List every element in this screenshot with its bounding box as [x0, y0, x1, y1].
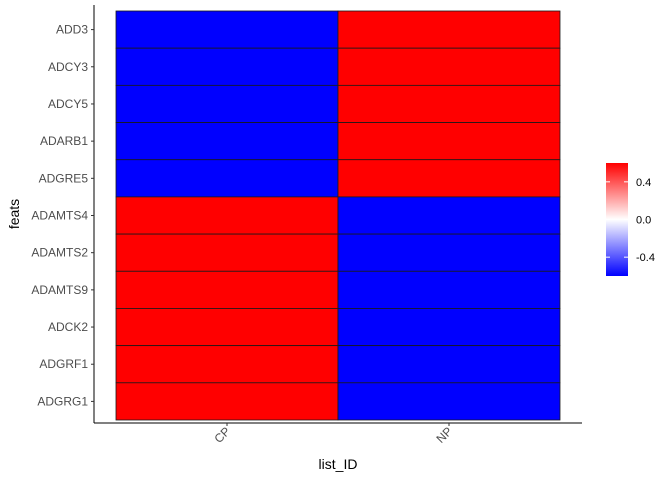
legend-tick-label: 0.4 — [636, 177, 651, 189]
heatmap-cell-ADAMTS2-CP — [115, 233, 339, 272]
y-tick-label: ADCY5 — [48, 97, 88, 111]
y-tick-label: ADD3 — [56, 23, 88, 37]
heatmap-cell-ADGRF1-NP — [337, 345, 561, 384]
legend-ticks: 0.4 0.0 -0.4 — [606, 177, 655, 264]
y-tick-label: ADAMTS9 — [31, 283, 88, 297]
heatmap-cell-ADCY3-CP — [115, 47, 339, 86]
x-axis-ticks: CP NP — [211, 423, 455, 446]
heatmap-cell-ADGRG1-CP — [115, 382, 339, 421]
heatmap-cell-ADAMTS2-NP — [337, 233, 561, 272]
heatmap-cell-ADAMTS9-NP — [337, 270, 561, 309]
heatmap-cell-ADD3-CP — [115, 10, 339, 49]
color-legend: 0.4 0.0 -0.4 — [606, 163, 655, 276]
axes — [93, 5, 582, 424]
x-tick-label: CP — [211, 424, 233, 446]
y-tick-label: ADGRG1 — [37, 394, 88, 408]
heatmap-cell-ADCY5-CP — [115, 84, 339, 123]
x-axis-title: list_ID — [319, 456, 358, 472]
y-axis-ticks: ADD3 ADCY3 ADCY5 ADARB1 ADGRE5 ADAMTS4 ADAMTS2… — [31, 23, 94, 408]
y-tick-label: ADGRF1 — [39, 357, 88, 371]
heatmap-cell-ADARB1-CP — [115, 122, 339, 161]
heatmap-cell-ADAMTS4-CP — [115, 196, 339, 235]
y-tick-label: ADCY3 — [48, 60, 88, 74]
y-tick-label: ADARB1 — [40, 134, 88, 148]
heatmap-cell-ADGRF1-CP — [115, 345, 339, 384]
heatmap-cell-ADD3-NP — [337, 10, 561, 49]
heatmap-cell-ADAMTS4-NP — [337, 196, 561, 235]
heatmap-cell-ADGRG1-NP — [337, 382, 561, 421]
legend-tick-label: -0.4 — [636, 252, 655, 264]
heatmap-cell-ADCK2-CP — [115, 308, 339, 347]
heatmap-cell-ADAMTS9-CP — [115, 270, 339, 309]
heatmap-cells — [115, 10, 561, 421]
heatmap-cell-ADGRE5-CP — [115, 159, 339, 198]
heatmap-cell-ADGRE5-NP — [337, 159, 561, 198]
heatmap-cell-ADCY5-NP — [337, 84, 561, 123]
heatmap-cell-ADARB1-NP — [337, 122, 561, 161]
x-tick-label: NP — [433, 424, 455, 446]
heatmap-cell-ADCK2-NP — [337, 308, 561, 347]
y-tick-label: ADAMTS4 — [31, 209, 88, 223]
legend-tick-label: 0.0 — [636, 215, 651, 227]
y-axis-title: feats — [6, 199, 22, 229]
y-tick-label: ADCK2 — [48, 320, 88, 334]
y-tick-label: ADGRE5 — [39, 171, 89, 185]
y-tick-label: ADAMTS2 — [31, 246, 88, 260]
legend-colorbar — [606, 163, 628, 276]
heatmap-cell-ADCY3-NP — [337, 47, 561, 86]
